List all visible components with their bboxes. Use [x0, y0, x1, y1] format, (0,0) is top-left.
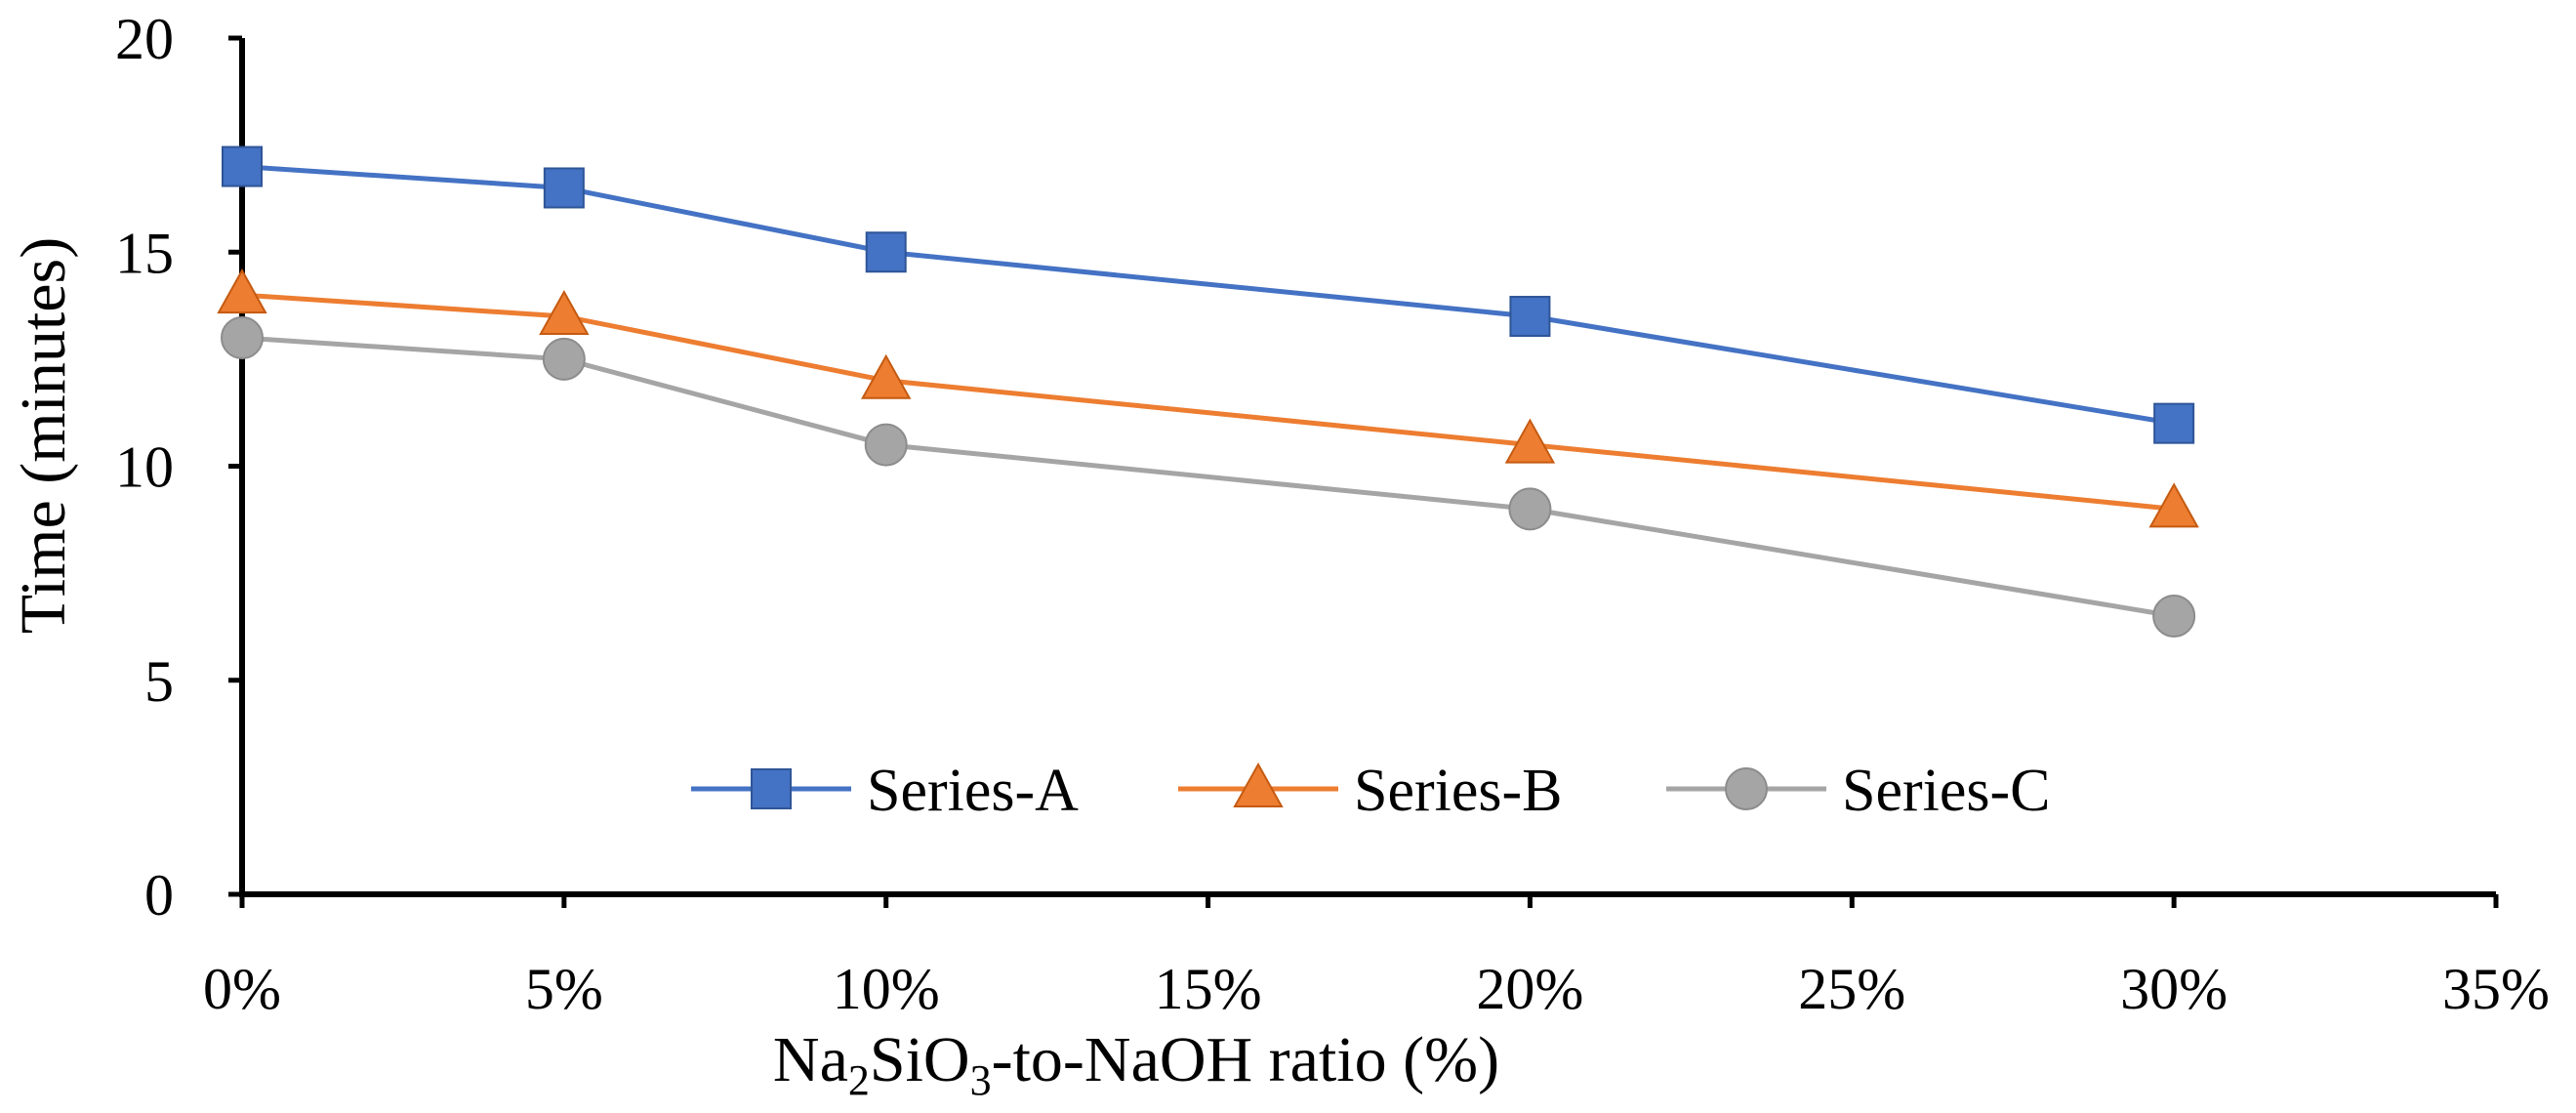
legend-label-series-b: Series-B	[1354, 758, 1563, 824]
x-tick-label: 30%	[2120, 957, 2228, 1021]
series-c-point	[542, 337, 586, 381]
series-c-point	[1508, 487, 1552, 531]
series-c-point	[2152, 594, 2196, 638]
series-a-point	[1509, 296, 1551, 338]
series-b-point	[861, 353, 912, 399]
y-tick-label: 20	[115, 7, 174, 71]
y-axis-title: Time (minutes)	[8, 237, 79, 634]
series-group	[217, 145, 2199, 638]
y-tick-label: 15	[115, 221, 174, 285]
x-tick-label: 25%	[1798, 957, 1905, 1021]
x-tick-label: 35%	[2442, 957, 2550, 1021]
x-axis-ticks: 0% 5% 10% 15% 20% 25% 30% 35%	[203, 894, 2550, 1021]
legend: Series-A Series-B Series-C	[691, 758, 2051, 824]
series-a-point	[543, 167, 585, 209]
series-c-point	[221, 315, 264, 359]
series-b-point	[1504, 418, 1556, 464]
series-b-point	[217, 268, 267, 314]
y-tick-label: 10	[115, 435, 174, 500]
legend-label-series-a: Series-A	[867, 758, 1079, 824]
legend-marker-series-c	[1725, 767, 1768, 810]
series-a-point	[222, 145, 263, 187]
y-tick-label: 0	[144, 863, 174, 928]
y-axis-ticks: 0 5 10 15 20	[115, 7, 242, 928]
x-axis-title: Na2SiO3-to-NaOH ratio (%)	[773, 1024, 1499, 1104]
legend-label-series-c: Series-C	[1842, 758, 2051, 824]
series-b-point	[539, 289, 590, 336]
legend-marker-series-a	[751, 768, 792, 809]
series-a-point	[2153, 402, 2195, 444]
x-tick-label: 0%	[203, 957, 281, 1021]
series-a-line	[241, 164, 2175, 427]
series-a-point	[865, 231, 907, 273]
y-tick-label: 5	[144, 649, 174, 714]
x-tick-label: 20%	[1476, 957, 1583, 1021]
series-c-point	[864, 423, 908, 467]
x-tick-label: 5%	[525, 957, 603, 1021]
series-c-line	[241, 335, 2175, 619]
series-b-point	[2148, 482, 2199, 528]
x-tick-label: 15%	[1155, 957, 1262, 1021]
x-tick-label: 10%	[833, 957, 940, 1021]
legend-marker-series-b	[1233, 762, 1284, 807]
